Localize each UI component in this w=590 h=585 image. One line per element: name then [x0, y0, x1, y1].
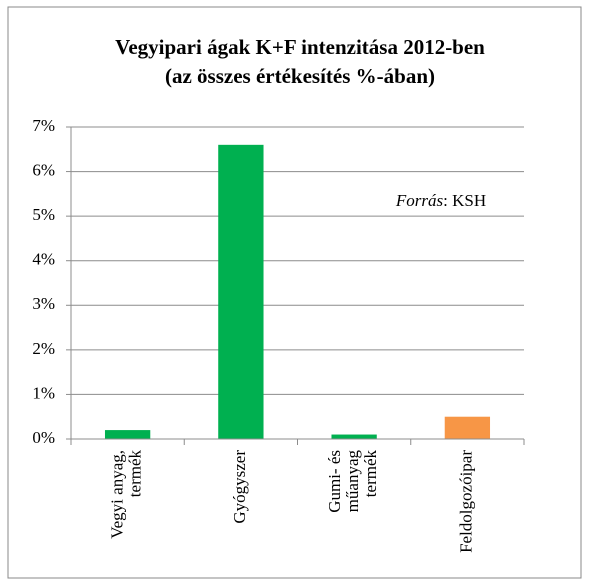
annotation-text: : KSH [443, 191, 486, 210]
bar [444, 416, 491, 439]
x-tick-label: termék [126, 450, 145, 498]
bar [218, 144, 264, 440]
annotation: Forrás: KSH [395, 191, 486, 210]
y-tick-label: 0% [32, 428, 55, 447]
x-tick-label: Feldolgozóipar [456, 450, 475, 553]
chart-title: Vegyipari ágak K+F intenzitása 2012-ben [115, 35, 485, 59]
y-tick-label: 5% [32, 205, 55, 224]
y-tick-label: 6% [32, 160, 55, 179]
x-tick-label: Vegyi anyag, [108, 450, 127, 539]
y-tick-label: 1% [32, 383, 55, 402]
y-tick-label: 3% [32, 294, 55, 313]
y-tick-label: 4% [32, 250, 55, 269]
y-tick-label: 7% [32, 116, 55, 135]
bar [331, 434, 377, 439]
annotation-label: Forrás [395, 191, 444, 210]
x-tick-label: termék [361, 450, 380, 498]
y-tick-label: 2% [32, 339, 55, 358]
chart-subtitle: (az összes értékesítés %-ában) [165, 64, 435, 88]
bar [104, 430, 151, 439]
chart-border [7, 6, 582, 579]
x-tick-label: Gumi- és [325, 450, 344, 513]
x-tick-label: Gyógyszer [230, 450, 249, 524]
x-tick-label: műanyag [343, 450, 362, 513]
